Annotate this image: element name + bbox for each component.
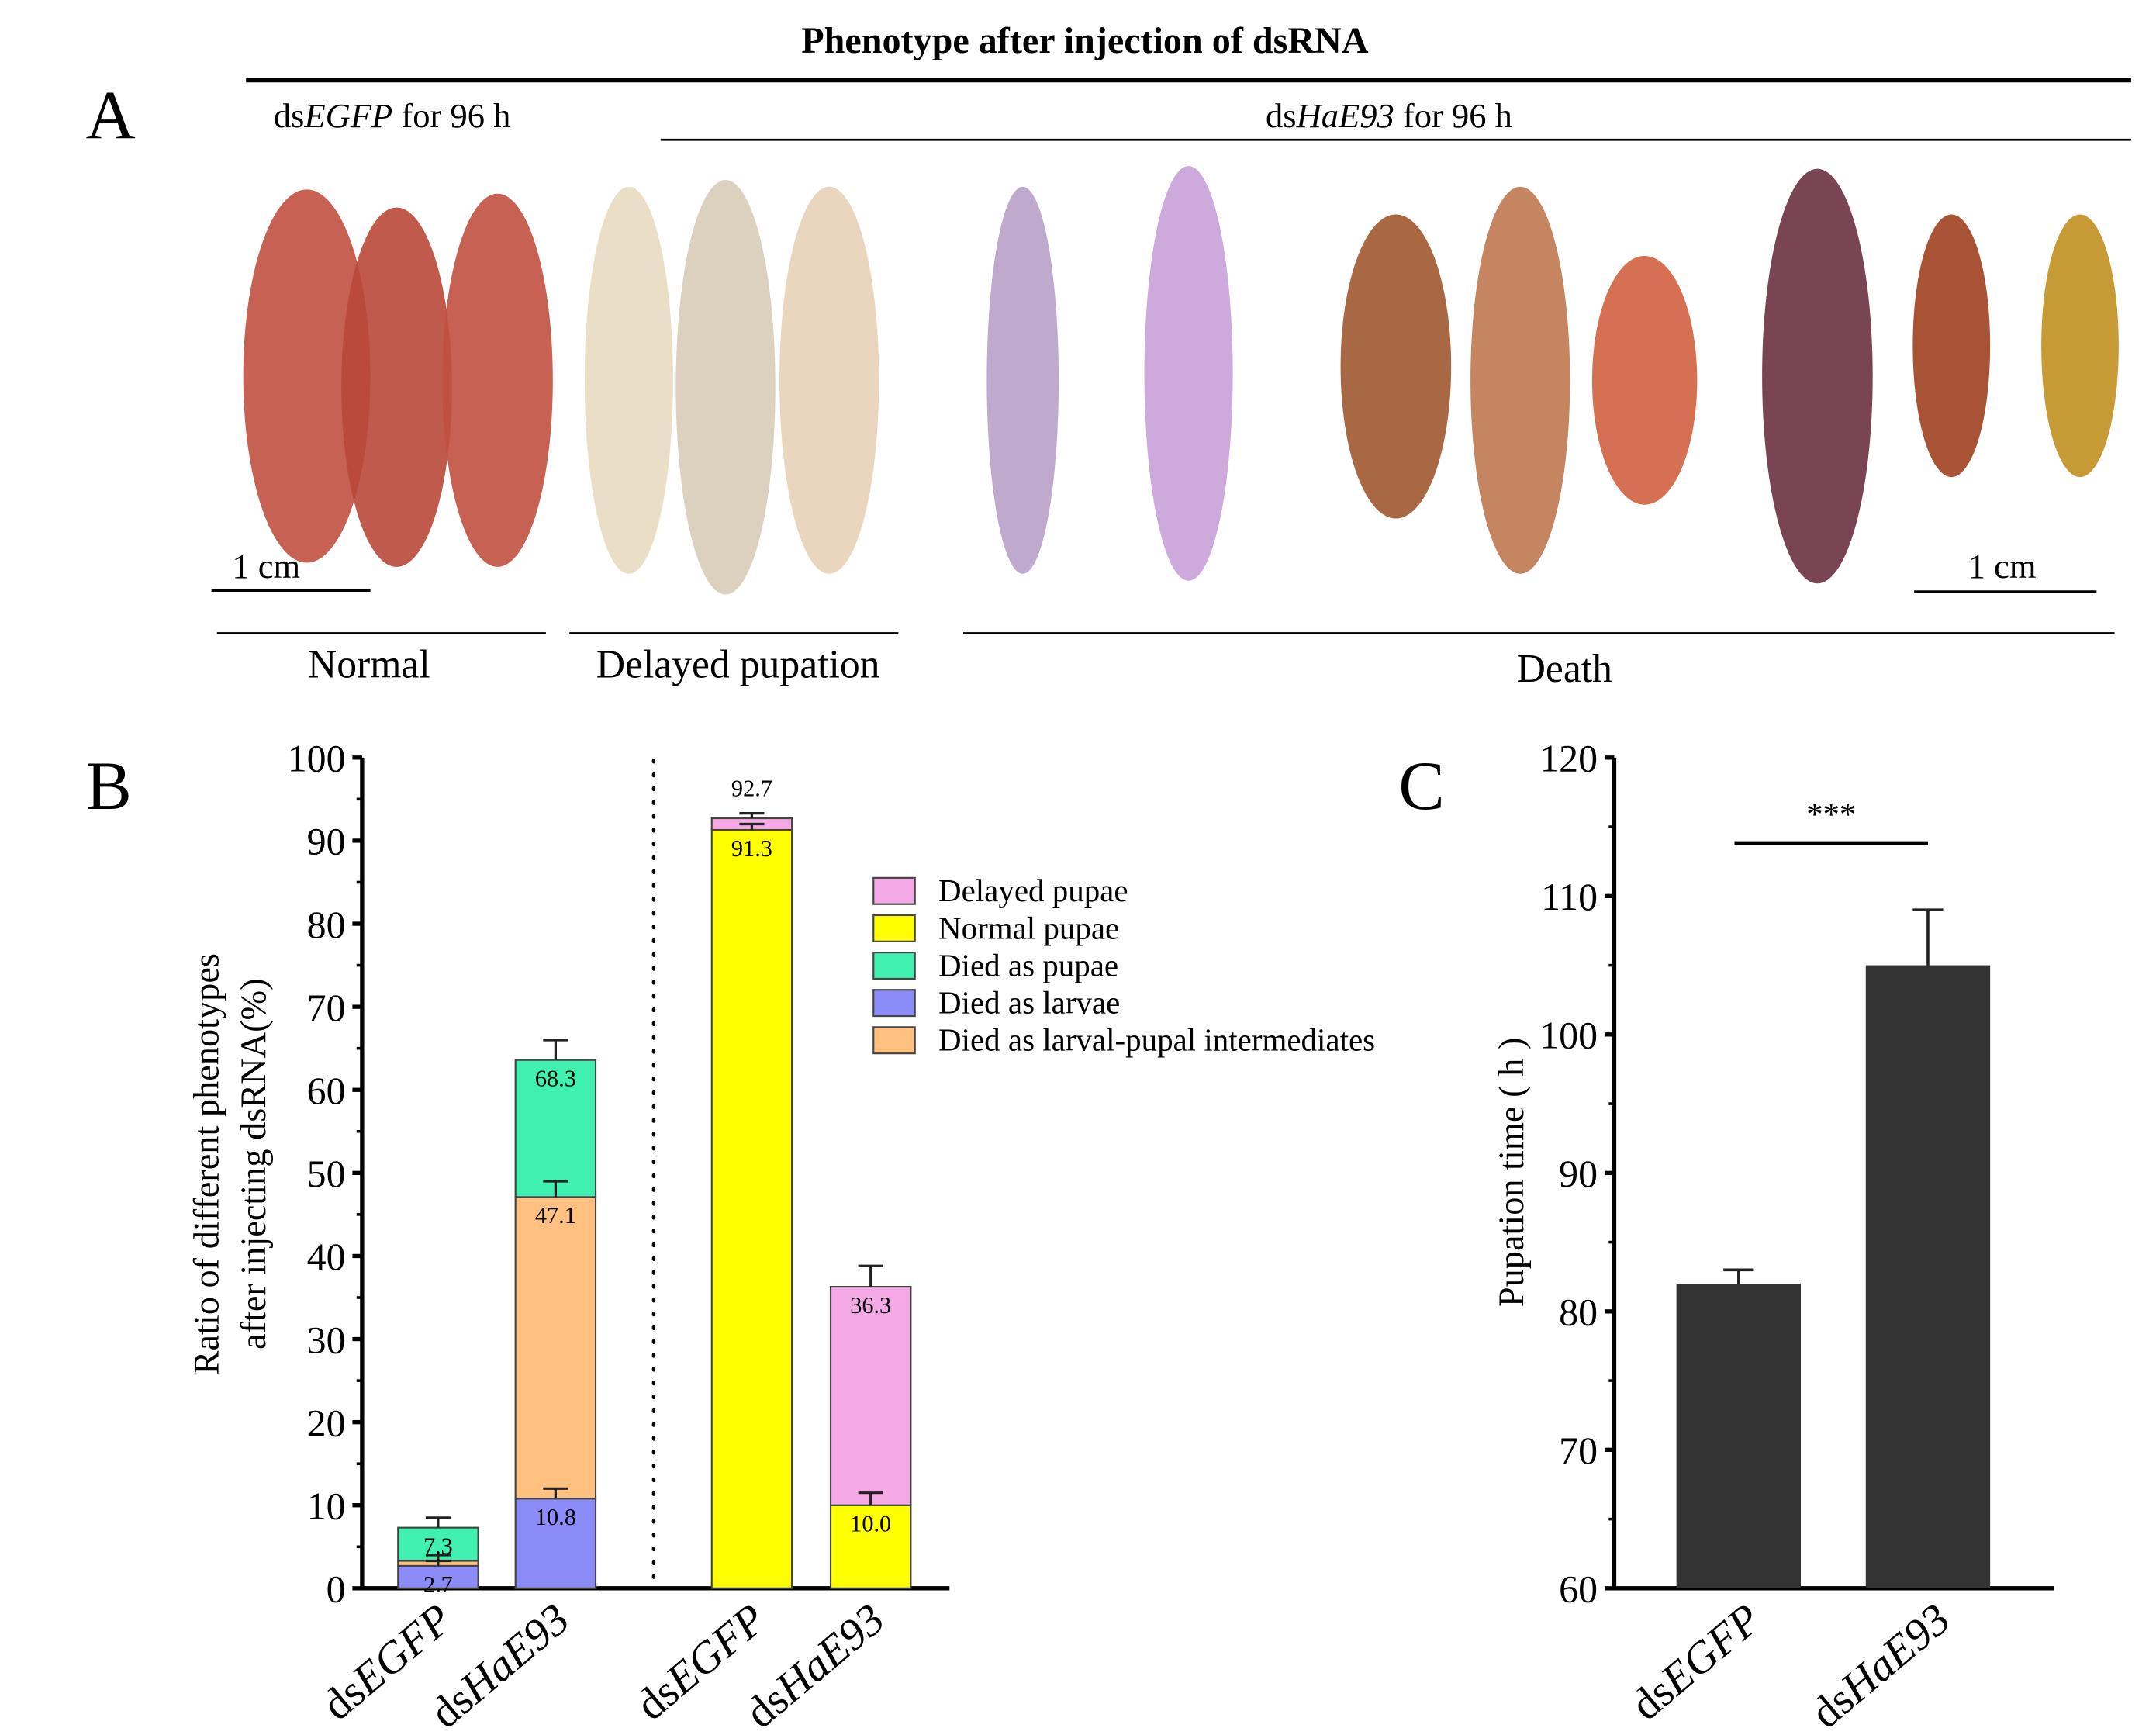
bar-segment (829, 1285, 912, 1506)
data-label: 10.0 (850, 1511, 891, 1537)
panel-b: B Ratio of different phenotypes after in… (85, 738, 1375, 1735)
specimen-image (1912, 214, 1991, 478)
specimen-image (2041, 214, 2119, 478)
x-tick-label: dsEGFP (1622, 1595, 1770, 1730)
group1-label: dsEGFP for 96 h (274, 96, 511, 135)
panel-c-letter: C (1398, 748, 1444, 824)
legend-swatch (872, 1026, 916, 1055)
bar-segment (829, 1504, 912, 1589)
bar-segment (514, 1498, 597, 1589)
legend-label: Normal pupae (938, 910, 1119, 945)
panel-a: A Phenotype after injection of dsRNA dsE… (85, 20, 2131, 691)
data-label: 91.3 (731, 835, 772, 862)
legend-label: Delayed pupae (938, 873, 1128, 908)
y-tick-label: 70 (1559, 1429, 1598, 1472)
y-tick-label: 100 (288, 738, 346, 780)
y-tick-label: 80 (307, 904, 346, 946)
specimen-photos (243, 166, 2119, 595)
legend-swatch (872, 952, 916, 980)
specimen-image (1762, 168, 1873, 584)
specimen-image (1144, 166, 1233, 581)
specimen-image (986, 186, 1059, 574)
data-label: 47.1 (535, 1202, 576, 1229)
y-tick-label: 90 (307, 821, 346, 863)
specimen-image (1340, 214, 1452, 519)
bar (1676, 1284, 1802, 1588)
legend-label: Died as larvae (938, 985, 1120, 1021)
y-tick-label: 100 (1539, 1014, 1598, 1057)
group2-label: dsHaE93 for 96 h (1266, 96, 1512, 135)
specimen-image (584, 186, 673, 574)
data-label: 2.7 (423, 1571, 453, 1598)
category-death: Death (1517, 647, 1613, 691)
data-label: 68.3 (535, 1066, 576, 1092)
y-tick-label: 50 (307, 1153, 346, 1195)
y-tick-label: 110 (1541, 876, 1598, 918)
data-label: 92.7 (731, 775, 772, 801)
y-tick-label: 90 (1559, 1153, 1598, 1195)
legend-swatch (872, 914, 916, 942)
y-axis-label: Pupation time ( h ) (1492, 1038, 1532, 1307)
legend-swatch (872, 989, 916, 1018)
bar-segment (710, 828, 793, 1589)
y-tick-label: 120 (1539, 738, 1598, 780)
y-tick-label: 20 (307, 1401, 346, 1444)
specimen-image (1470, 186, 1570, 574)
specimen-image (243, 189, 371, 563)
specimen-image (341, 207, 452, 567)
specimen-image (675, 179, 776, 595)
y-axis-label-line1: Ratio of different phenotypes (188, 953, 227, 1374)
specimen-image (779, 186, 879, 574)
panel-a-title: Phenotype after injection of dsRNA (801, 20, 1369, 61)
bar (1865, 965, 1991, 1588)
category-normal: Normal (308, 642, 430, 686)
data-label: 10.8 (535, 1504, 576, 1530)
panel-a-letter: A (85, 78, 135, 154)
data-label: 7.3 (423, 1533, 453, 1560)
panel-c: C Pupation time ( h ) 60 70 80 90 100 110 120 d… (1398, 738, 2054, 1735)
y-tick-label: 60 (1559, 1568, 1598, 1611)
bar-segment (514, 1059, 597, 1198)
y-tick-label: 80 (1559, 1291, 1598, 1334)
significance-label: *** (1806, 797, 1856, 833)
x-tick-label: dsHaE93 (1802, 1595, 1959, 1735)
scale-bar-left-label: 1 cm (232, 547, 300, 586)
panel-b-letter: B (85, 748, 131, 824)
legend-label: Died as larval-pupal intermediates (938, 1022, 1375, 1058)
bar-segment (514, 1196, 597, 1500)
specimen-image (1591, 255, 1698, 505)
y-tick-label: 70 (307, 987, 346, 1029)
specimen-image (442, 193, 553, 567)
y-axis-label-line2: after injecting dsRNA(%) (234, 978, 274, 1350)
y-tick-label: 10 (307, 1485, 346, 1528)
data-label: 36.3 (850, 1292, 891, 1319)
legend-swatch (872, 876, 916, 905)
y-tick-label: 30 (307, 1319, 346, 1361)
legend-label: Died as pupae (938, 947, 1118, 983)
category-delayed: Delayed pupation (596, 642, 880, 686)
y-tick-label: 40 (307, 1236, 346, 1278)
y-tick-label: 0 (327, 1568, 346, 1611)
y-tick-label: 60 (307, 1070, 346, 1112)
scale-bar-right-label: 1 cm (1968, 547, 2037, 586)
